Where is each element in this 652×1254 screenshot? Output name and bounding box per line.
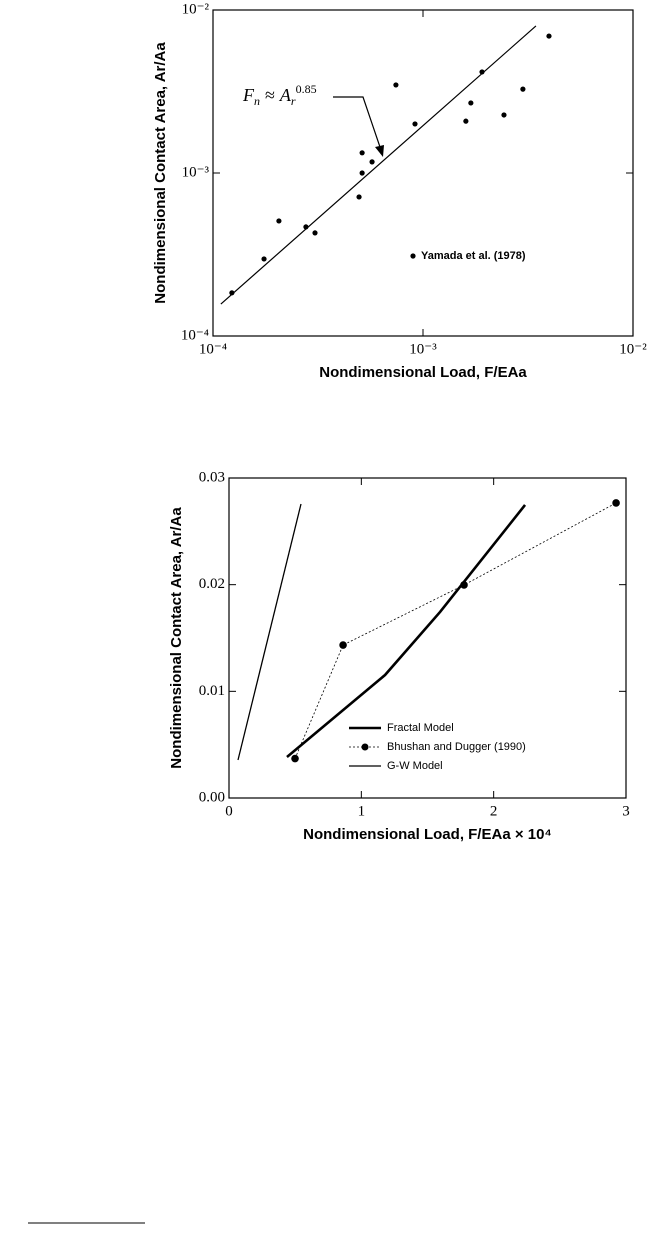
y-tick-label: 10⁻³: [182, 164, 210, 180]
series-line: [294, 502, 617, 759]
data-point: [463, 118, 469, 124]
x-tick-label: 10⁻²: [619, 341, 647, 357]
y-axis-label: Nondimensional Contact Area, Ar/Aa: [152, 42, 169, 304]
data-point: [339, 641, 347, 649]
y-tick-label: 0.03: [199, 469, 225, 485]
data-point: [359, 150, 365, 156]
y-tick-label: 10⁻²: [182, 1, 210, 17]
data-point: [520, 86, 526, 92]
legend-marker: [410, 253, 416, 259]
data-point: [546, 33, 552, 39]
y-axis-label: Nondimensional Contact Area, Ar/Aa: [168, 507, 185, 769]
data-point: [261, 256, 267, 262]
x-tick-label: 10⁻⁴: [199, 341, 227, 357]
y-tick-label: 0.00: [199, 789, 225, 805]
annotation-arrowhead: [375, 145, 384, 157]
x-axis-label: Nondimensional Load, F/EAa: [319, 364, 527, 381]
annotation-part: 0.85: [296, 82, 317, 96]
legend-label: G-W Model: [387, 760, 443, 772]
annotation-leader: [333, 96, 382, 151]
legend-marker: [361, 743, 369, 751]
annotation: Fn ≈ Ar0.85: [242, 82, 317, 108]
x-tick-label: 1: [358, 803, 366, 819]
y-tick-label: 0.01: [199, 683, 225, 699]
data-point: [468, 100, 474, 106]
data-point: [501, 112, 507, 118]
series-line: [286, 504, 527, 759]
x-tick-label: 2: [490, 803, 498, 819]
data-point: [460, 581, 468, 589]
data-point: [276, 218, 282, 224]
x-tick-label: 3: [622, 803, 630, 819]
y-tick-label: 0.02: [199, 576, 225, 592]
data-point: [356, 194, 362, 200]
data-point: [229, 290, 235, 296]
x-tick-label: 10⁻³: [409, 341, 437, 357]
data-point: [312, 230, 318, 236]
annotation-part: ≈: [265, 85, 275, 105]
annotation-part: A: [279, 85, 292, 105]
data-point: [291, 754, 299, 763]
legend-label: Yamada et al. (1978): [421, 250, 526, 262]
data-point: [303, 224, 309, 230]
annotation-part: F: [242, 85, 255, 105]
data-point: [369, 159, 375, 165]
data-point: [393, 82, 399, 88]
plot-frame: [228, 477, 627, 799]
data-point: [479, 69, 485, 75]
annotation-part: n: [254, 94, 260, 108]
series-line: [237, 503, 302, 761]
x-tick-label: 0: [225, 803, 233, 819]
data-point: [612, 499, 620, 507]
annotation-part: r: [291, 94, 296, 108]
legend-label: Fractal Model: [387, 722, 454, 734]
data-point: [359, 170, 365, 176]
legend-label: Bhushan and Dugger (1990): [387, 741, 526, 753]
data-point: [412, 121, 418, 127]
y-tick-label: 10⁻⁴: [181, 327, 209, 343]
x-axis-label: Nondimensional Load, F/EAa × 10⁴: [303, 826, 552, 843]
